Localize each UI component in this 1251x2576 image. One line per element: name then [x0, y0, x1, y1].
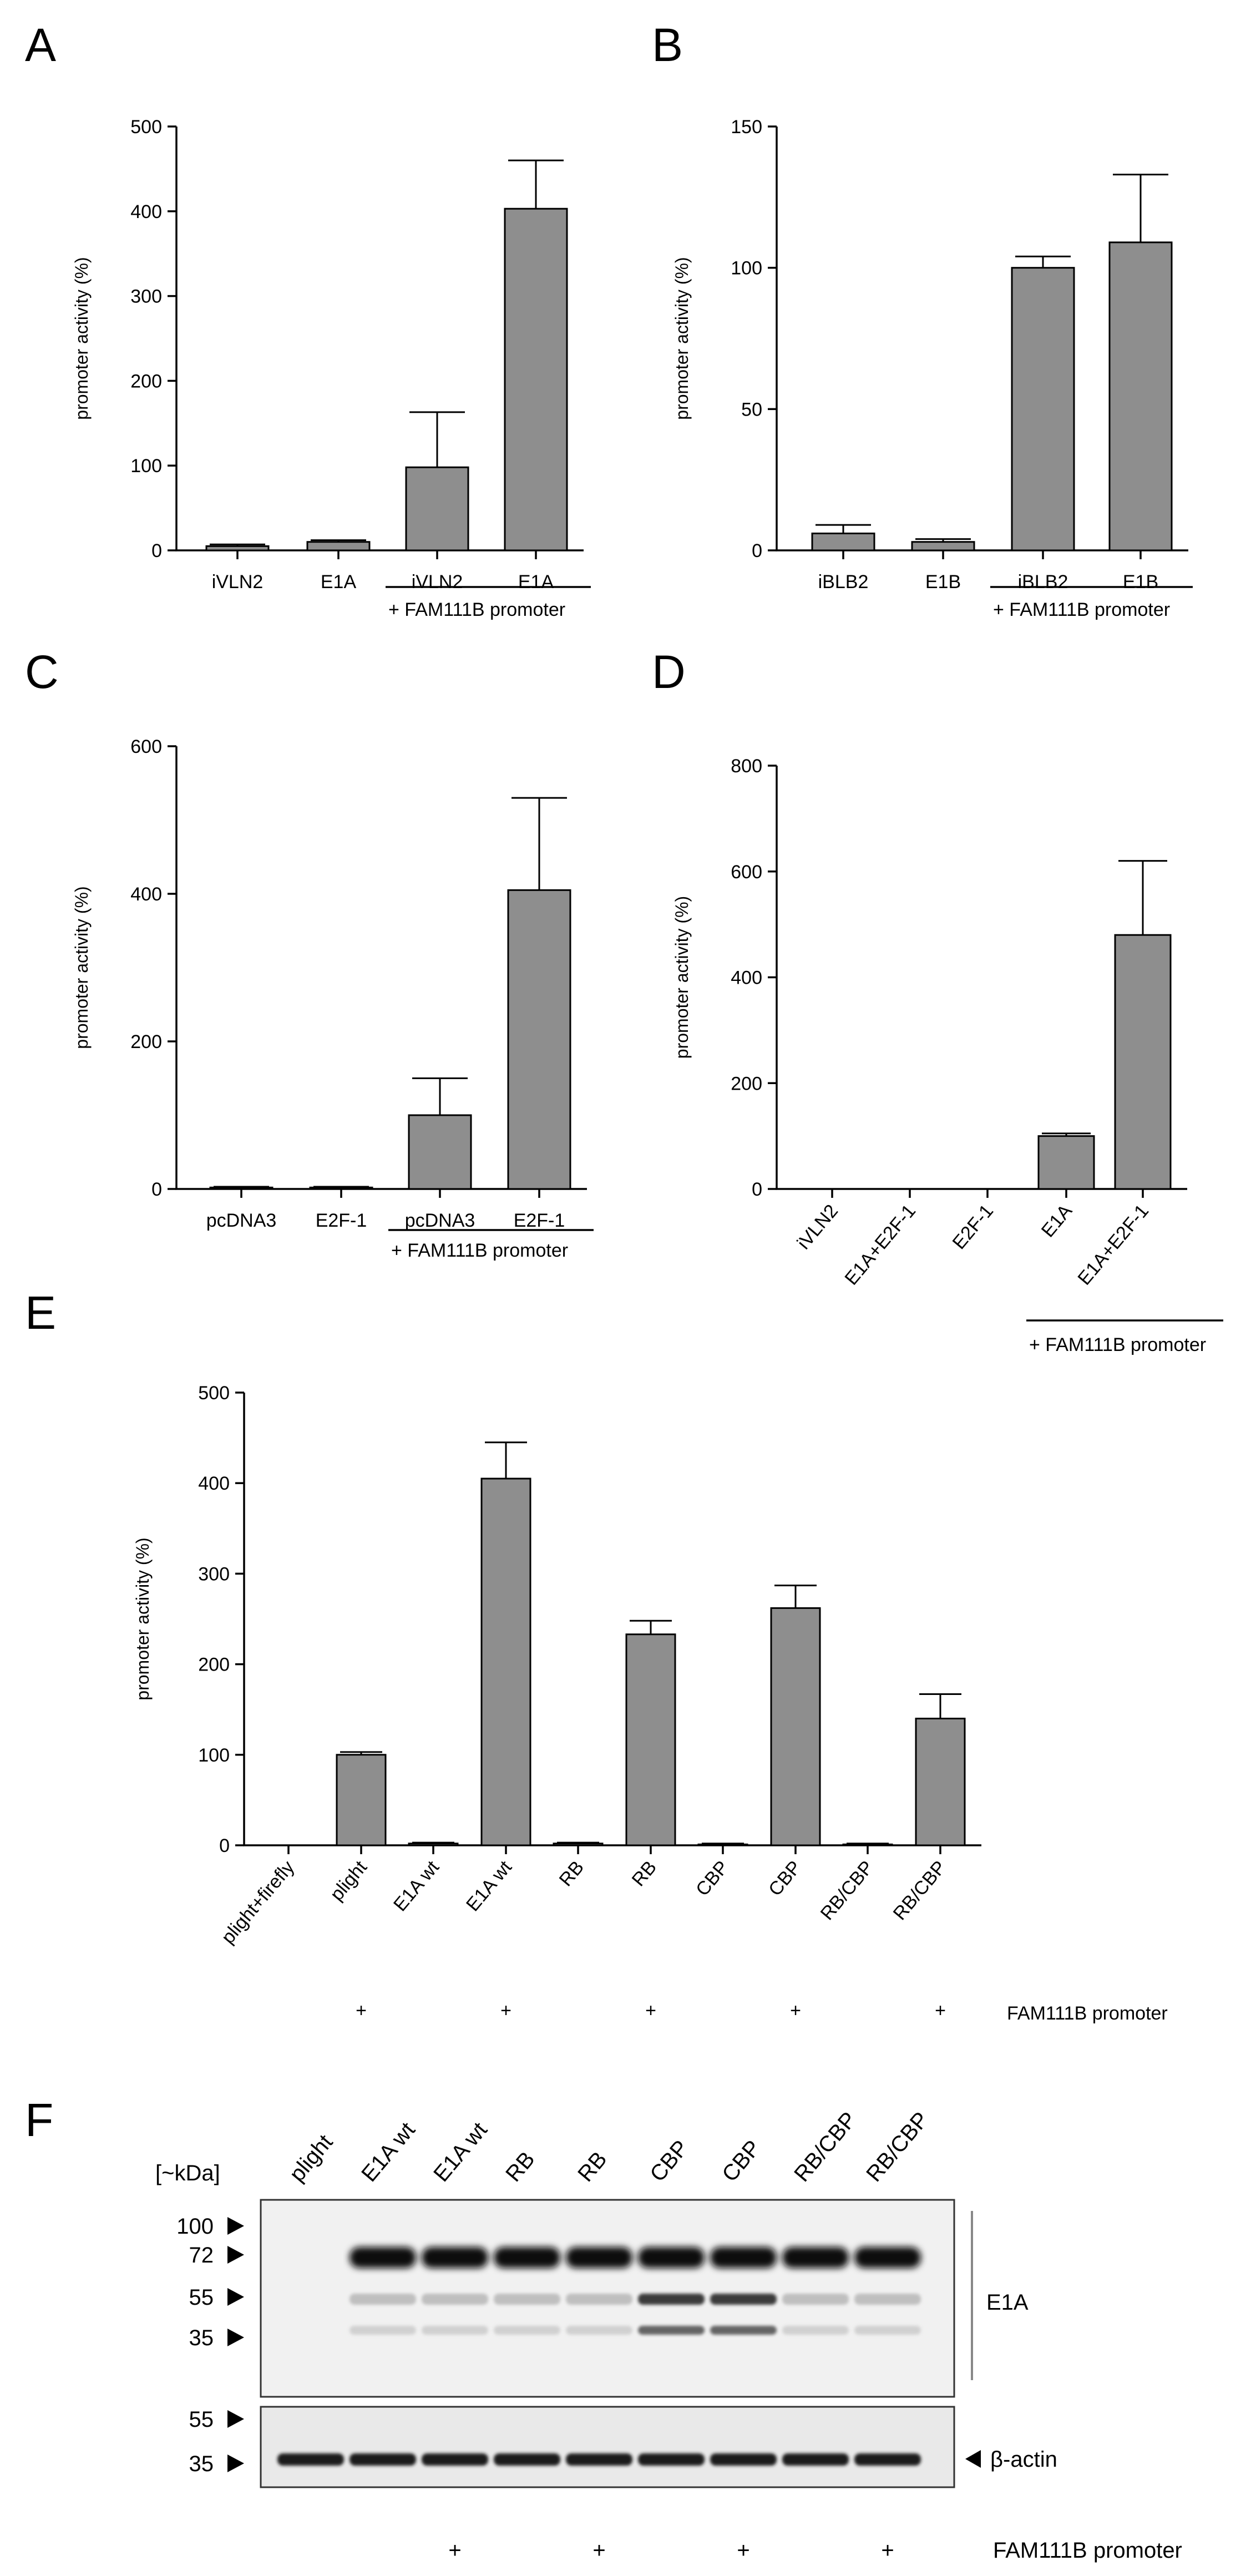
- e1a-target-label: E1A: [986, 2290, 1029, 2315]
- lane-label: RB: [501, 2147, 539, 2187]
- e1a-minor-band: [350, 2326, 416, 2335]
- e1a-band: [350, 2247, 416, 2268]
- e1a-minor-band: [638, 2326, 705, 2335]
- e1a-minor-band: [710, 2294, 777, 2305]
- plus-mark: +: [448, 2538, 461, 2563]
- kda-marker: 35: [189, 2326, 214, 2350]
- marker-arrow-icon: [227, 2329, 244, 2346]
- e1a-minor-band: [494, 2294, 560, 2305]
- e1a-minor-band: [782, 2294, 849, 2305]
- kda-marker: 55: [189, 2407, 214, 2432]
- marker-arrow-icon: [227, 2246, 244, 2264]
- beta-actin-band: [566, 2453, 632, 2466]
- kda-label: [~kDa]: [155, 2161, 220, 2185]
- beta-actin-band: [277, 2453, 344, 2466]
- marker-arrow-icon: [227, 2410, 244, 2428]
- kda-marker: 55: [189, 2285, 214, 2310]
- lane-label: E1A wt: [357, 2118, 420, 2187]
- panel-f-label: F: [25, 2094, 53, 2146]
- beta-actin-band: [638, 2453, 705, 2466]
- e1a-minor-band: [494, 2326, 560, 2335]
- beta-actin-band: [350, 2453, 416, 2466]
- e1a-band: [710, 2247, 777, 2268]
- e1a-minor-band: [566, 2294, 632, 2305]
- e1a-minor-band: [710, 2326, 777, 2335]
- e1a-band: [422, 2247, 488, 2268]
- e1a-band: [854, 2247, 921, 2268]
- blot-promoter-label: FAM111B promoter: [993, 2538, 1182, 2563]
- e1a-minor-band: [422, 2326, 488, 2335]
- plus-mark: +: [881, 2538, 894, 2563]
- lane-label: CBP: [717, 2135, 766, 2186]
- e1a-band: [638, 2247, 705, 2268]
- e1a-minor-band: [782, 2326, 849, 2335]
- e1a-minor-band: [854, 2294, 921, 2305]
- kda-marker: 35: [189, 2452, 214, 2476]
- kda-marker: 72: [189, 2243, 214, 2268]
- plus-mark: +: [592, 2538, 605, 2563]
- beta-actin-band: [782, 2453, 849, 2466]
- e1a-band: [494, 2247, 560, 2268]
- kda-marker: 100: [176, 2214, 214, 2239]
- lane-label: E1A wt: [429, 2118, 492, 2187]
- marker-arrow-icon: [227, 2217, 244, 2235]
- e1a-minor-band: [350, 2294, 416, 2305]
- e1a-minor-band: [566, 2326, 632, 2335]
- e1a-band: [782, 2247, 849, 2268]
- lane-label: RB: [573, 2147, 611, 2187]
- beta-actin-target-label: β-actin: [990, 2447, 1057, 2472]
- marker-arrow-icon: [227, 2288, 244, 2306]
- beta-actin-band: [494, 2453, 560, 2466]
- lane-label: RB/CBP: [789, 2107, 861, 2186]
- beta-actin-band: [422, 2453, 488, 2466]
- lower-blot-membrane: [260, 2406, 955, 2488]
- lane-label: CBP: [645, 2135, 693, 2186]
- beta-actin-band: [854, 2453, 921, 2466]
- e1a-minor-band: [854, 2326, 921, 2335]
- lane-label: plight: [285, 2130, 337, 2187]
- e1a-band: [566, 2247, 632, 2268]
- beta-actin-arrow-icon: [965, 2450, 981, 2468]
- beta-actin-band: [710, 2453, 777, 2466]
- plus-mark: +: [737, 2538, 749, 2563]
- lane-label: RB/CBP: [862, 2107, 933, 2186]
- e1a-minor-band: [422, 2294, 488, 2305]
- e1a-minor-band: [638, 2294, 705, 2305]
- marker-arrow-icon: [227, 2454, 244, 2472]
